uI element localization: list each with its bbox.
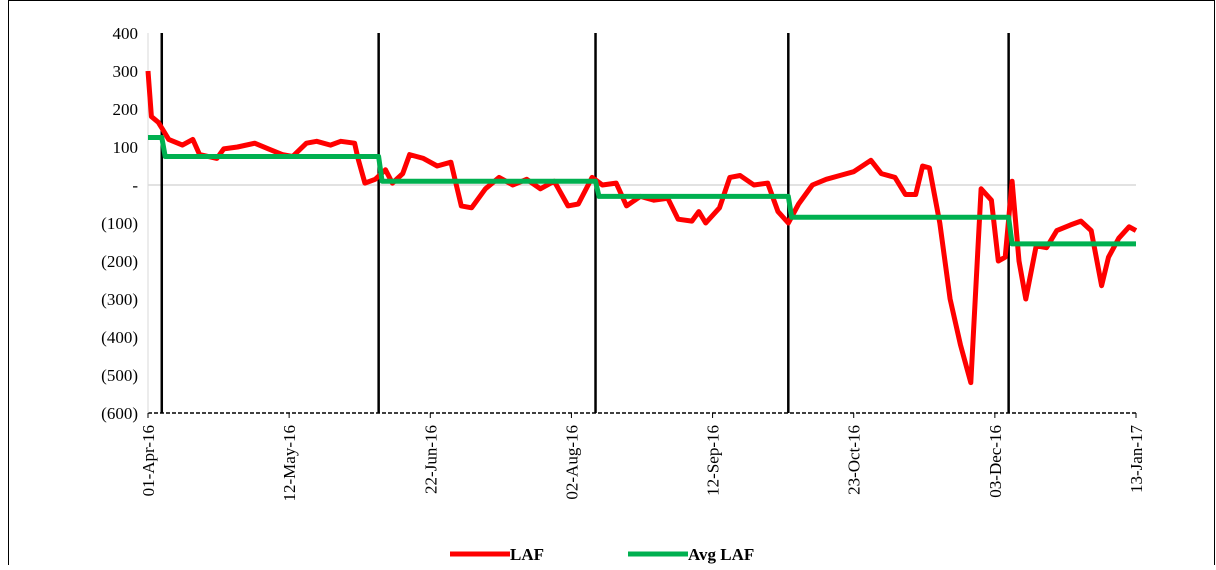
legend-label: Avg LAF — [688, 545, 754, 564]
y-tick-label: 400 — [113, 24, 139, 43]
x-tick-label: 03-Dec-16 — [986, 425, 1005, 498]
x-tick-label: 23-Oct-16 — [845, 425, 864, 495]
x-tick-label: 12-Sep-16 — [704, 425, 723, 496]
x-tick-label: 12-May-16 — [280, 425, 299, 501]
y-tick-label: 200 — [113, 100, 139, 119]
series-line — [145, 70, 1138, 386]
x-tick-label: 22-Jun-16 — [421, 425, 440, 494]
x-tick-label: 02-Aug-16 — [562, 425, 581, 500]
y-tick-label: (500) — [101, 366, 138, 385]
y-tick-label: (100) — [101, 214, 138, 233]
x-tick-label: 01-Apr-16 — [139, 425, 158, 496]
y-tick-label: 300 — [113, 62, 139, 81]
y-tick-label: (300) — [101, 290, 138, 309]
frame — [8, 0, 1215, 570]
y-tick-label: 100 — [113, 138, 139, 157]
series-line — [148, 135, 1136, 247]
x-tick-label: 13-Jan-17 — [1127, 425, 1146, 493]
y-tick-label: - — [132, 176, 138, 195]
y-tick-label: (600) — [101, 404, 138, 423]
y-tick-label: (200) — [101, 252, 138, 271]
legend-label: LAF — [510, 545, 544, 564]
y-tick-label: (400) — [101, 328, 138, 347]
